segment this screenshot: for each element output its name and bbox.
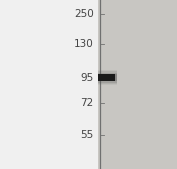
Bar	[98, 70, 117, 85]
Bar	[98, 71, 117, 84]
Bar	[98, 0, 177, 169]
Text: 95: 95	[81, 73, 94, 83]
Text: 130: 130	[74, 39, 94, 49]
Text: 250: 250	[74, 8, 94, 19]
Text: 55: 55	[81, 130, 94, 140]
Bar	[98, 74, 117, 81]
Bar	[98, 74, 115, 81]
Bar	[98, 73, 117, 83]
Text: 72: 72	[81, 98, 94, 108]
